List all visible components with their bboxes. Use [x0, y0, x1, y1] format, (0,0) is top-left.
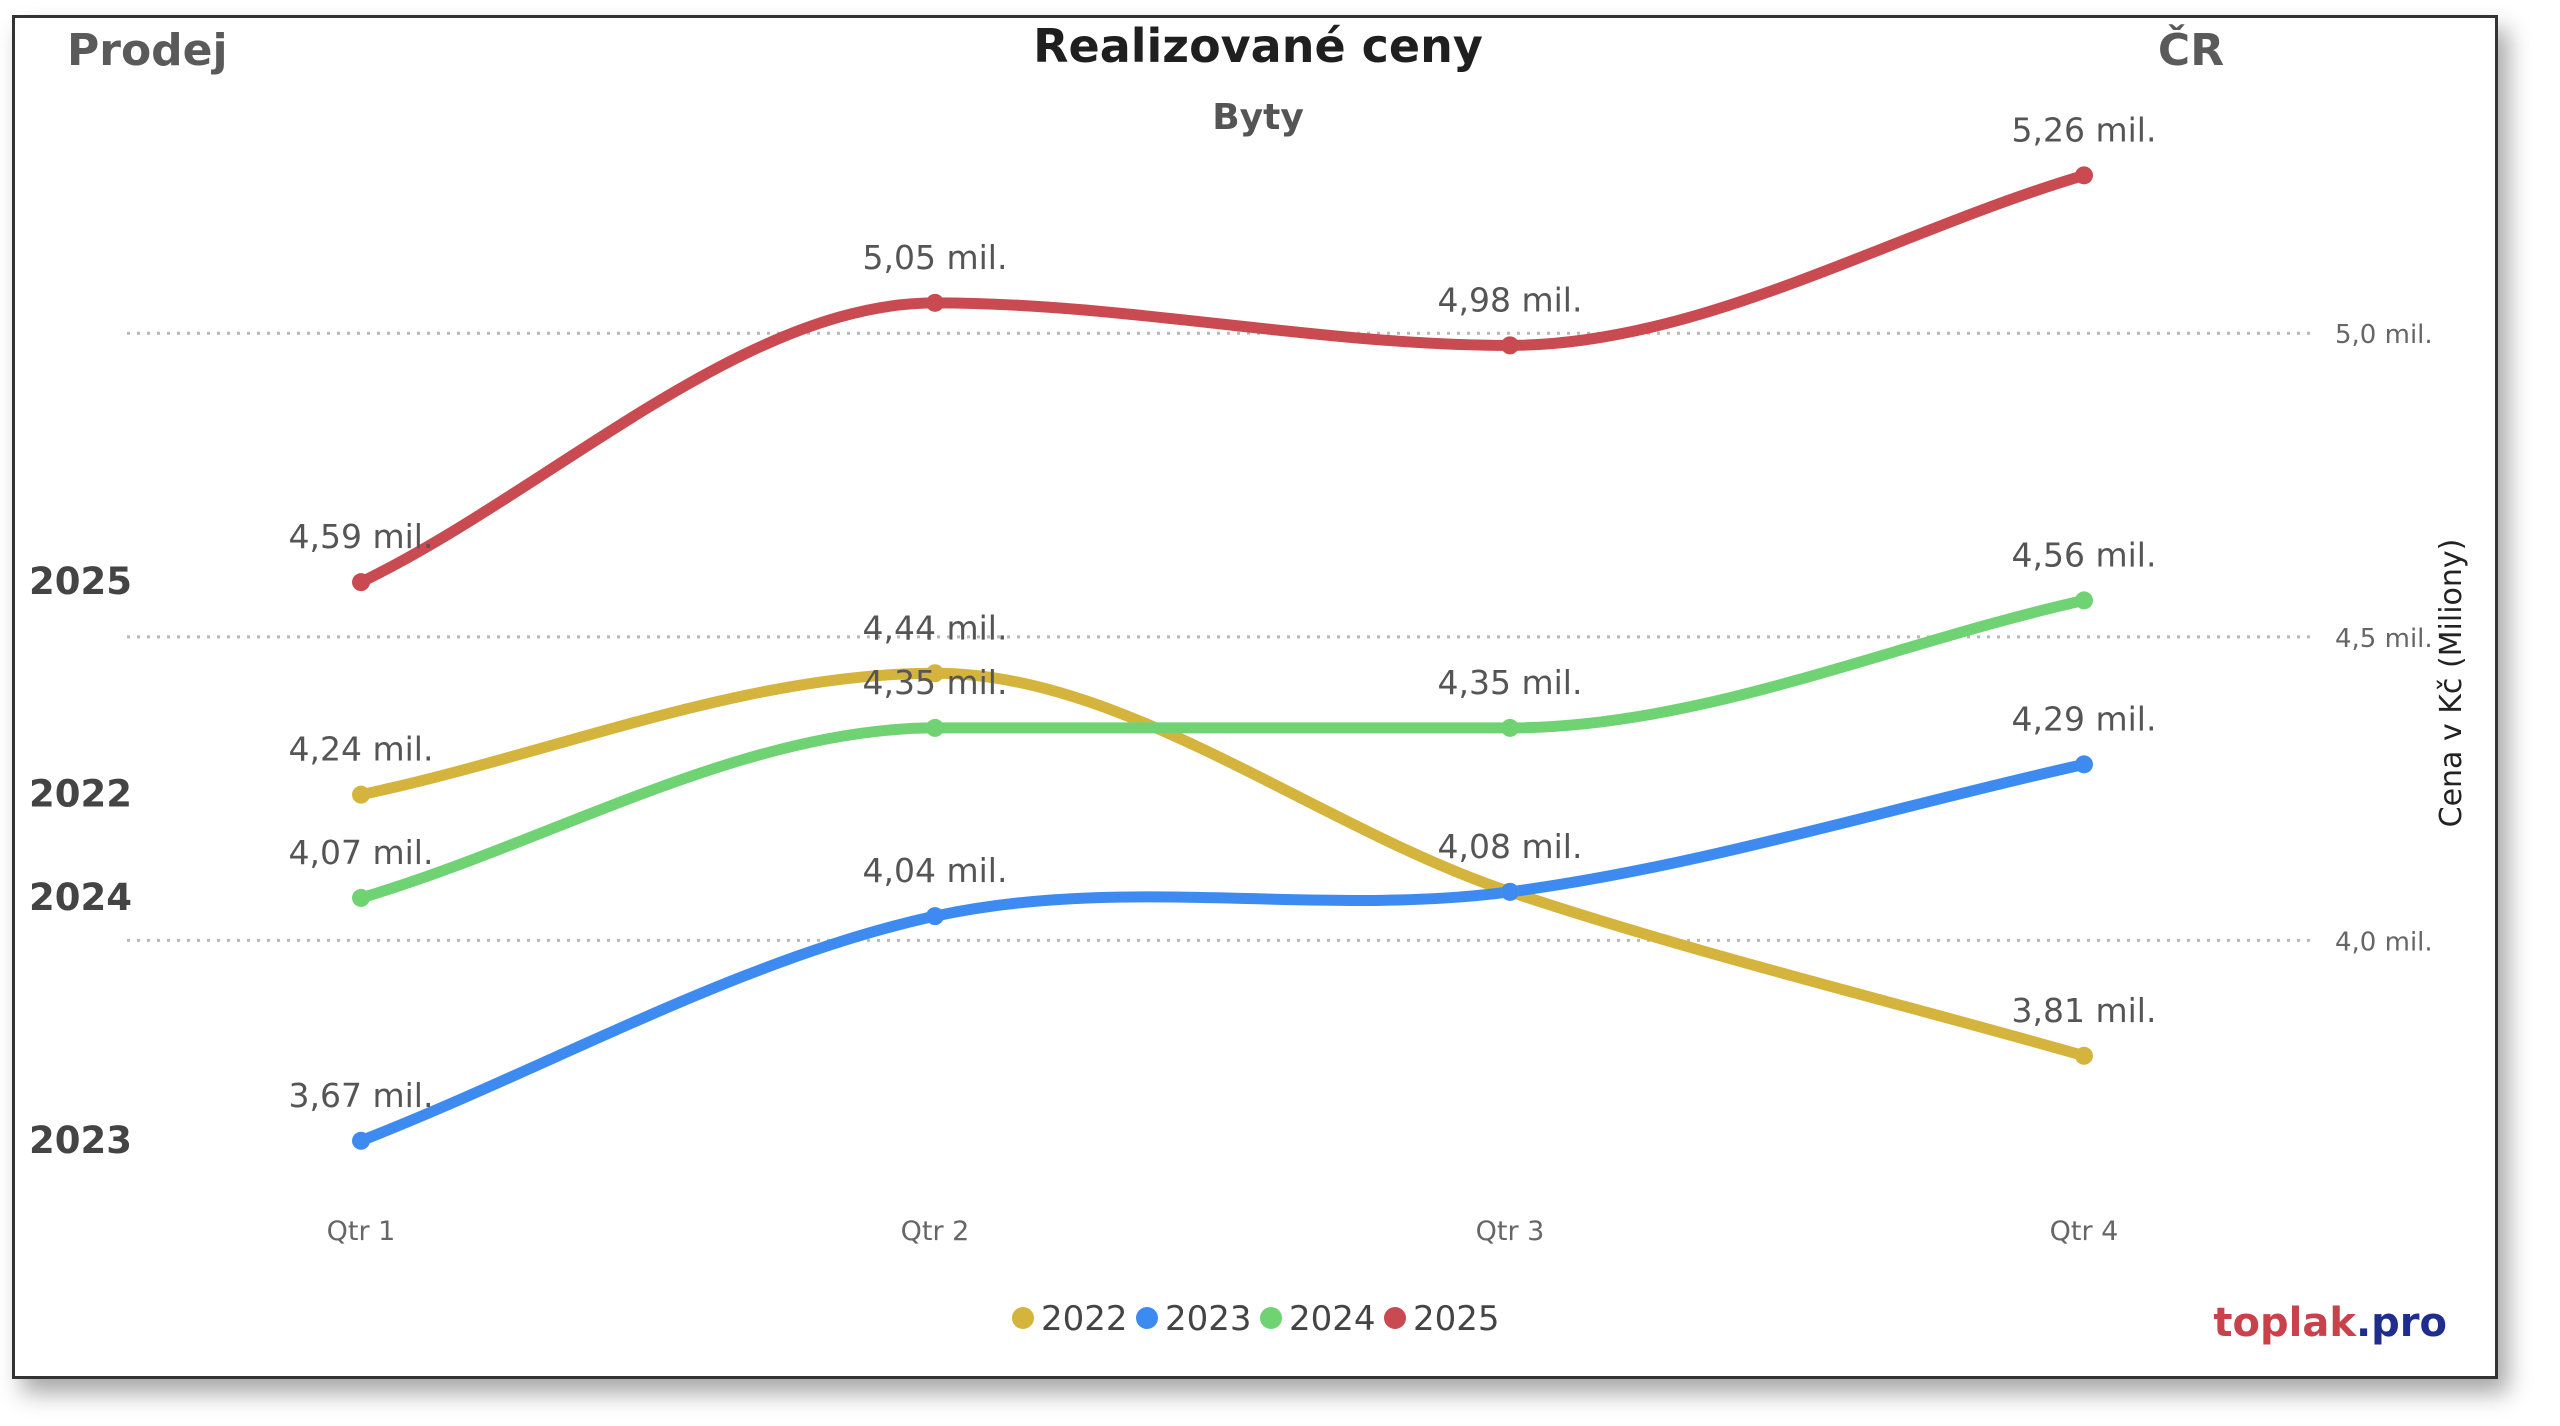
data-label-2023-3: 4,29 mil.: [2012, 699, 2157, 738]
data-label-2022-3: 3,81 mil.: [2012, 991, 2157, 1030]
legend-marker-2025: [1384, 1307, 1406, 1329]
point-2025-1: [926, 293, 944, 312]
data-label-2024-2: 4,35 mil.: [1438, 663, 1583, 702]
data-label-2025-3: 5,26 mil.: [2012, 110, 2157, 149]
brand-logo: toplak.pro: [2213, 1300, 2447, 1346]
point-2023-1: [926, 907, 944, 926]
point-2022-3: [2075, 1046, 2093, 1065]
series-line-2024: [355, 594, 2090, 904]
point-2024-2: [1501, 718, 1519, 737]
chart-frame: Prodej Realizované ceny Byty ČR 4,0 mil.…: [12, 15, 2498, 1379]
x-axis-ticks: Qtr 1 Qtr 2 Qtr 3 Qtr 4: [327, 1216, 2119, 1247]
data-label-2024-1: 4,35 mil.: [863, 663, 1008, 702]
year-label-2025: 2025: [29, 560, 132, 603]
x-tick-label-0: Qtr 1: [327, 1216, 396, 1247]
data-labels: 4,24 mil. 4,44 mil. 3,81 mil. 3,67 mil. 4,04…: [289, 110, 2157, 1114]
data-label-2023-1: 4,04 mil.: [863, 851, 1008, 890]
gridlines: [127, 331, 2315, 942]
series-lines: [355, 169, 2090, 1147]
point-2025-2: [1501, 336, 1519, 355]
legend-label-2025: 2025: [1413, 1299, 1500, 1339]
legend-label-2022: 2022: [1041, 1299, 1128, 1339]
y-tick-label-2: 5,0 mil.: [2335, 320, 2433, 350]
x-tick-label-3: Qtr 4: [2050, 1216, 2119, 1247]
x-tick-label-1: Qtr 2: [901, 1216, 970, 1247]
header-right: ČR: [2158, 23, 2224, 76]
legend-label-2023: 2023: [1165, 1299, 1252, 1339]
chart-title: Realizované ceny: [1033, 19, 1483, 73]
data-label-2024-3: 4,56 mil.: [2012, 535, 2157, 574]
y-tick-label-0: 4,0 mil.: [2335, 927, 2433, 957]
point-2025-3: [2075, 166, 2093, 185]
chart-subtitle: Byty: [1212, 97, 1304, 138]
point-2024-0: [352, 888, 370, 907]
data-label-2025-1: 5,05 mil.: [863, 238, 1008, 277]
y-axis-title: Cena v Kč (Miliony): [2434, 539, 2469, 828]
point-2024-3: [2075, 591, 2093, 610]
year-label-2022: 2022: [29, 773, 132, 816]
series-line-2025: [355, 169, 2090, 588]
series-line-2023: [355, 758, 2090, 1147]
legend-marker-2024: [1260, 1307, 1282, 1329]
point-2024-1: [926, 718, 944, 737]
data-label-2022-1: 4,44 mil.: [863, 608, 1008, 647]
brand-logo-part1: toplak: [2213, 1300, 2357, 1346]
data-label-2023-2: 4,08 mil.: [1438, 827, 1583, 866]
y-tick-label-1: 4,5 mil.: [2335, 624, 2433, 654]
series-line-2022: [355, 667, 2090, 1062]
data-label-2025-0: 4,59 mil.: [289, 517, 434, 556]
point-2023-0: [352, 1131, 370, 1150]
data-label-2025-2: 4,98 mil.: [1438, 280, 1583, 319]
legend-marker-2023: [1136, 1307, 1158, 1329]
point-2022-1: [926, 664, 944, 683]
year-label-2024: 2024: [29, 876, 132, 919]
data-label-2022-0: 4,24 mil.: [289, 730, 434, 769]
data-label-2024-0: 4,07 mil.: [289, 833, 434, 872]
y-axis-ticks: 4,0 mil. 4,5 mil. 5,0 mil.: [2335, 320, 2433, 957]
legend: 2022 2023 2024 2025: [1012, 1299, 1500, 1339]
series-points: [352, 166, 2093, 1150]
brand-logo-part2: .pro: [2356, 1300, 2447, 1346]
chart-canvas: Prodej Realizované ceny Byty ČR 4,0 mil.…: [29, 19, 2469, 1346]
data-label-2023-0: 3,67 mil.: [289, 1076, 434, 1115]
point-2022-0: [352, 785, 370, 804]
legend-label-2024: 2024: [1289, 1299, 1376, 1339]
point-2023-2: [1501, 882, 1519, 901]
point-2023-3: [2075, 755, 2093, 774]
year-label-2023: 2023: [29, 1119, 132, 1162]
header-left: Prodej: [67, 25, 228, 76]
legend-marker-2022: [1012, 1307, 1034, 1329]
point-2025-0: [352, 573, 370, 592]
x-tick-label-2: Qtr 3: [1476, 1216, 1545, 1247]
series-year-labels: 2025 2022 2024 2023: [29, 560, 132, 1162]
